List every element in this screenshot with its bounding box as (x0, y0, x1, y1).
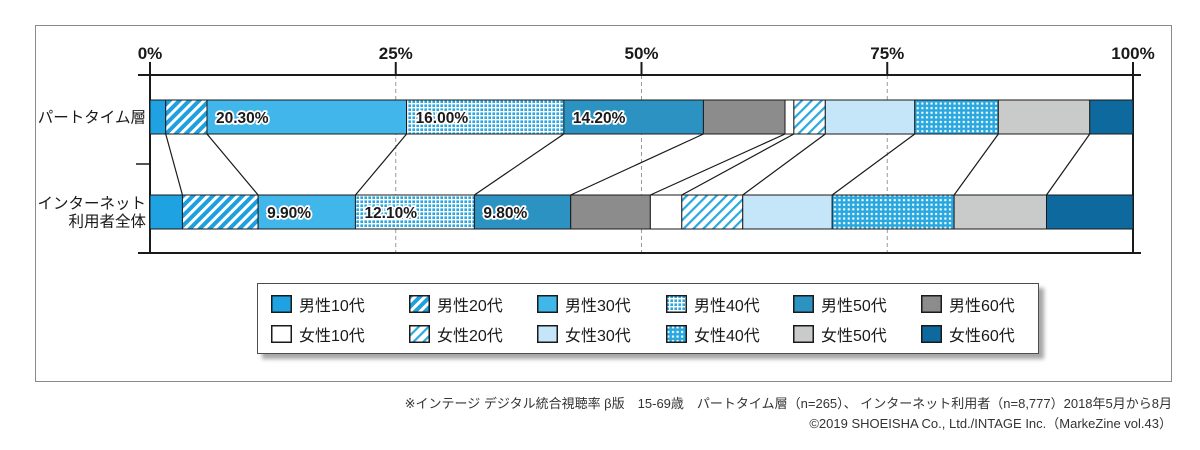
legend-swatch-female-60s (921, 325, 942, 343)
bar-segment-internet-all-female-60s (1045, 194, 1134, 230)
segment-value-label: 12.10% (364, 205, 417, 222)
bar-segment-parttime-male-60s (702, 99, 786, 135)
footnote-copyright: ©2019 SHOEISHA Co., Ltd./INTAGE Inc.（Mar… (809, 416, 1172, 431)
legend-swatch-female-30s (537, 325, 558, 343)
row-label-parttime: パートタイム層 (38, 109, 146, 127)
legend-item-female-60s: 女性60代 (921, 319, 1038, 349)
bar-segment-internet-all-male-60s (570, 194, 651, 230)
legend-item-female-20s: 女性20代 (409, 319, 537, 349)
legend-swatch-male-60s (921, 295, 942, 313)
legend-label: 女性30代 (565, 328, 631, 345)
legend-label: 男性10代 (299, 298, 365, 315)
legend-label: 男性40代 (694, 298, 760, 315)
bar-segment-parttime-female-10s (784, 99, 795, 135)
connector-line (831, 133, 916, 196)
segment-value-label: 9.80% (483, 205, 527, 222)
legend-swatch-male-50s (793, 295, 814, 313)
bar-segment-parttime-male-10s (149, 99, 167, 135)
footnotes: ※インテージ デジタル統合視聴率 β版 15-69歳 パートタイム層（n=265… (0, 394, 1172, 434)
legend-label: 女性60代 (949, 328, 1015, 345)
segment-value-label: 20.30% (216, 110, 269, 127)
connector-line (206, 133, 259, 196)
x-tick-label-0: 0% (138, 44, 163, 63)
footnote-source: ※インテージ デジタル統合視聴率 β版 15-69歳 パートタイム層（n=265… (404, 396, 1172, 411)
connector-line (1046, 133, 1091, 196)
bar-segment-parttime-female-50s (997, 99, 1091, 135)
legend-label: 女性20代 (437, 328, 503, 345)
bar-segment-parttime-female-30s (824, 99, 916, 135)
bar-segment-parttime-male-50s (563, 99, 704, 135)
legend-swatch-male-30s (537, 295, 558, 313)
connector-line (650, 133, 786, 196)
legend-item-male-10s: 男性10代 (271, 289, 409, 319)
legend-label: 男性50代 (821, 298, 887, 315)
bar-segment-parttime-male-40s (406, 99, 565, 135)
bar-segment-parttime-female-40s (914, 99, 999, 135)
segment-value-label: 16.00% (416, 110, 469, 127)
legend-item-male-50s: 男性50代 (793, 289, 921, 319)
legend-label: 男性30代 (565, 298, 631, 315)
legend-item-female-40s: 女性40代 (666, 319, 793, 349)
legend-item-male-40s: 男性40代 (666, 289, 793, 319)
connector-line (570, 133, 704, 196)
legend-swatch-female-40s (666, 325, 687, 343)
bar-segment-internet-all-male-30s (257, 194, 356, 230)
legend-swatch-male-10s (271, 295, 292, 313)
connector-line (474, 133, 565, 196)
bar-segment-internet-all-female-50s (953, 194, 1047, 230)
legend-swatch-male-20s (409, 295, 430, 313)
row-label-internet-all: インターネット (37, 195, 146, 213)
legend-label: 女性50代 (821, 328, 887, 345)
legend-swatch-male-40s (666, 295, 687, 313)
legend-swatch-female-50s (793, 325, 814, 343)
legend-swatch-female-20s (409, 325, 430, 343)
connector-line (953, 133, 999, 196)
bar-segment-parttime-male-30s (206, 99, 408, 135)
bar-segment-internet-all-female-20s (681, 194, 744, 230)
row-label-internet-all: 利用者全体 (68, 213, 146, 231)
connector-line (681, 133, 795, 196)
bar-segment-internet-all-male-10s (149, 194, 183, 230)
segment-value-label: 14.20% (573, 110, 626, 127)
x-tick-label-100: 100% (1111, 44, 1154, 63)
legend-swatch-female-10s (271, 325, 292, 343)
bar-segment-internet-all-female-40s (831, 194, 955, 230)
legend-item-female-10s: 女性10代 (271, 319, 409, 349)
connector-line (165, 133, 184, 196)
bar-segment-parttime-male-20s (165, 99, 208, 135)
x-tick-label-25: 25% (379, 44, 413, 63)
legend-label: 女性10代 (299, 328, 365, 345)
bar-segment-internet-all-male-50s (473, 194, 572, 230)
bar-segment-internet-all-female-30s (742, 194, 833, 230)
legend-item-male-30s: 男性30代 (537, 289, 666, 319)
legend-item-female-30s: 女性30代 (537, 319, 666, 349)
bar-segment-parttime-female-60s (1089, 99, 1134, 135)
legend-item-male-20s: 男性20代 (409, 289, 537, 319)
bar-segment-parttime-female-20s (793, 99, 826, 135)
bar-segment-internet-all-female-10s (649, 194, 683, 230)
legend-label: 男性60代 (949, 298, 1015, 315)
connector-line (354, 133, 408, 196)
legend-item-female-50s: 女性50代 (793, 319, 921, 349)
chart-legend: 男性10代 男性20代 男性30代 男性40代 男性50代 男性60代女性10代 女性20代… (257, 283, 1039, 354)
x-tick-label-75: 75% (870, 44, 904, 63)
connector-line (742, 133, 826, 196)
legend-item-male-60s: 男性60代 (921, 289, 1038, 319)
bar-segment-internet-all-male-40s (354, 194, 475, 230)
bar-segment-internet-all-male-20s (181, 194, 259, 230)
legend-label: 男性20代 (437, 298, 503, 315)
segment-value-label: 9.90% (267, 205, 311, 222)
legend-label: 女性40代 (694, 328, 760, 345)
x-tick-label-50: 50% (624, 44, 658, 63)
